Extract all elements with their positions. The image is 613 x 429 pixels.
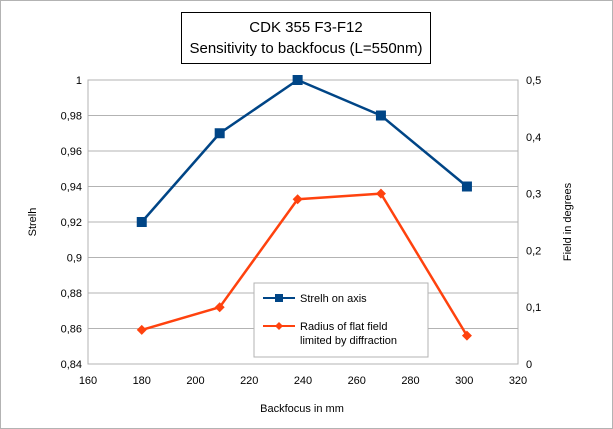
- chart-subtitle: Sensitivity to backfocus (L=550nm): [189, 40, 423, 57]
- y2-tick-label: 0,2: [526, 245, 541, 257]
- data-point-strehl: [461, 181, 472, 192]
- x-tick-label: 180: [133, 375, 151, 387]
- data-point-strehl: [136, 217, 147, 227]
- x-tick-label: 240: [294, 375, 312, 387]
- y2-tick-label: 0: [526, 359, 532, 371]
- y2-axis-ticks: 0 0,1 0,2 0,3 0,4 0,5: [526, 75, 541, 371]
- x-tick-label: 280: [401, 375, 419, 387]
- x-tick-label: 160: [79, 375, 97, 387]
- data-point-radius: [214, 302, 225, 313]
- x-tick-label: 220: [240, 375, 258, 387]
- y-axis-ticks: 0,84 0,86 0,88 0,9 0,92 0,94 0,96 0,98 1: [61, 75, 82, 371]
- y2-tick-label: 0,3: [526, 189, 541, 201]
- legend-radius-label-line-1: Radius of flat field: [300, 321, 387, 333]
- legend: Strelh on axis Radius of flat field limi…: [253, 282, 429, 358]
- y2-tick-label: 0,5: [526, 75, 541, 87]
- data-point-strehl: [214, 128, 225, 139]
- y-tick-label: 0,94: [61, 182, 82, 194]
- x-tick-label: 300: [455, 375, 473, 387]
- y2-axis-title: Field in degrees: [562, 182, 574, 261]
- y-tick-label: 0,98: [61, 111, 82, 123]
- plot-area: [87, 79, 519, 365]
- x-tick-label: 260: [348, 375, 366, 387]
- legend-radius-label-line-2: limited by diffraction: [300, 335, 397, 347]
- chart-title: CDK 355 F3-F12: [249, 19, 363, 36]
- y-axis-title: Strelh: [27, 208, 39, 237]
- data-point-strehl: [292, 75, 303, 85]
- y-tick-label: 0,86: [61, 324, 82, 336]
- y2-tick-label: 0,4: [526, 132, 541, 144]
- x-axis-title: Backfocus in mm: [260, 403, 344, 415]
- chart-title-box: CDK 355 F3-F12 Sensitivity to backfocus …: [181, 12, 431, 64]
- y-tick-label: 0,88: [61, 288, 82, 300]
- data-point-radius: [375, 188, 386, 199]
- y2-tick-label: 0,1: [526, 302, 541, 314]
- legend-radius-marker: [275, 322, 283, 330]
- y-tick-label: 0,96: [61, 146, 82, 158]
- series-group: [136, 75, 472, 341]
- y-tick-label: 1: [76, 75, 82, 87]
- x-tick-label: 200: [186, 375, 204, 387]
- x-tick-label: 320: [509, 375, 527, 387]
- data-point-radius: [292, 194, 303, 205]
- legend-item-radius: Radius of flat field limited by diffract…: [263, 321, 397, 347]
- x-axis-ticks: 160 180 200 220 240 260 280 300 320: [79, 375, 527, 387]
- y-tick-label: 0,9: [67, 253, 82, 265]
- legend-item-strehl: Strelh on axis: [263, 293, 367, 305]
- data-point-radius: [461, 330, 472, 341]
- legend-strehl-label: Strelh on axis: [300, 293, 367, 305]
- y-tick-label: 0,92: [61, 217, 82, 229]
- data-point-radius: [136, 324, 147, 335]
- y-tick-label: 0,84: [61, 359, 82, 371]
- data-point-strehl: [375, 110, 386, 121]
- legend-strehl-marker: [275, 294, 283, 302]
